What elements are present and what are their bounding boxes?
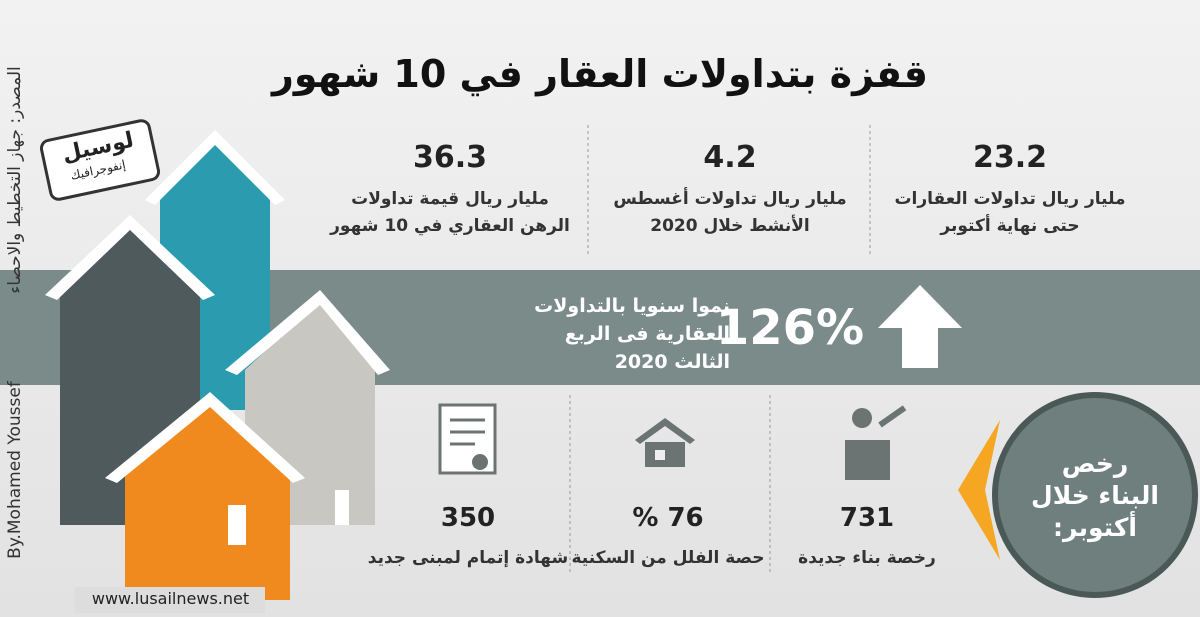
permit-label: شهادة إتمام لمبنى جديد <box>367 548 569 568</box>
footer-box <box>75 587 265 613</box>
stat-line: الأنشط خلال 2020 <box>650 216 810 236</box>
stat-line: الرهن العقاري في 10 شهور <box>330 216 570 236</box>
website: www.lusailnews.net <box>91 589 250 608</box>
icons <box>438 403 907 480</box>
stat-line: مليار ريال تداولات العقارات <box>894 189 1126 209</box>
growth-line: نموا سنويا بالتداولات <box>534 295 730 317</box>
title: قفزة بتداولات العقار في 10 شهور <box>272 52 928 96</box>
permit-label: حصة الفلل من السكنية <box>571 548 765 568</box>
permits-heading: رخص <box>1061 449 1129 478</box>
permit-value: 350 <box>440 503 496 533</box>
permit-value: 731 <box>839 503 895 533</box>
growth-value: 126% <box>715 300 865 356</box>
stat-line: مليار ريال تداولات أغسطس <box>613 189 847 209</box>
source: المصدر: جهاز التخطيط والاحصاء <box>5 66 25 294</box>
permits-circle <box>992 392 1198 598</box>
stat-value: 36.3 <box>412 140 488 175</box>
stat-value: 23.2 <box>972 140 1048 175</box>
up-arrow <box>878 285 962 368</box>
growth-line: الثالث 2020 <box>614 351 730 373</box>
byline: By.Mohamed Youssef <box>5 381 25 559</box>
chevron <box>958 420 1000 560</box>
logo-badge <box>39 119 161 201</box>
growth-line: العقارية فى الربع <box>564 323 730 345</box>
stat-value: 4.2 <box>703 140 757 175</box>
permits-heading: البناء خلال <box>1031 481 1159 510</box>
stat-line: حتى نهاية أكتوبر <box>940 216 1080 236</box>
permits-heading: أكتوبر: <box>1053 513 1137 542</box>
permit-label: رخصة بناء جديدة <box>798 548 936 568</box>
permit-value: 76 % <box>632 503 704 533</box>
houses <box>45 130 390 600</box>
stat-line: مليار ريال قيمة تداولات <box>351 189 549 209</box>
dividers <box>569 125 871 575</box>
